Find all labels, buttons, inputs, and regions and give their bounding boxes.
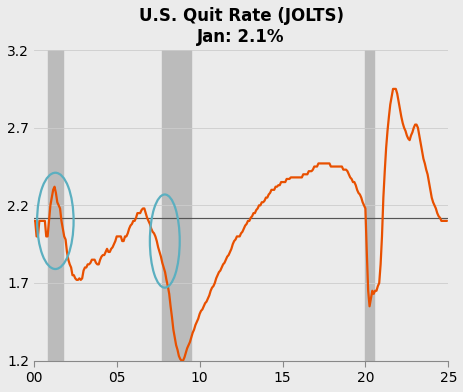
Bar bbox=[162, 50, 191, 361]
Bar bbox=[48, 50, 63, 361]
Bar bbox=[365, 50, 373, 361]
Title: U.S. Quit Rate (JOLTS)
Jan: 2.1%: U.S. Quit Rate (JOLTS) Jan: 2.1% bbox=[138, 7, 343, 46]
